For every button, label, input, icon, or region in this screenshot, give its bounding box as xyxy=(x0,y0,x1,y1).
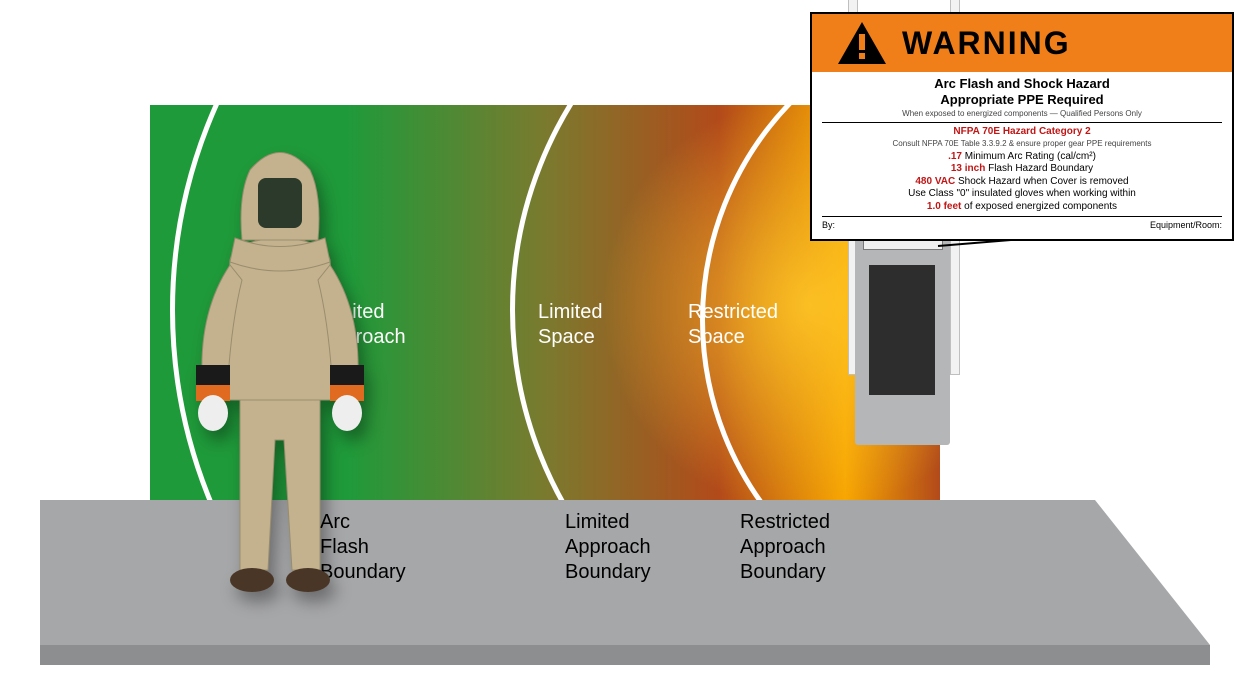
boundary-label-limited-approach: Limited Approach Boundary xyxy=(565,510,651,585)
sign-title-2: Appropriate PPE Required xyxy=(822,92,1222,108)
arc-flash-warning-sign: WARNING Arc Flash and Shock Hazard Appro… xyxy=(810,12,1234,241)
text: Approach xyxy=(740,536,826,558)
sign-glove-rest: of exposed energized components xyxy=(964,201,1117,212)
sign-glove-dist: 1.0 feet xyxy=(927,201,961,212)
text: Boundary xyxy=(740,561,826,583)
sign-title-1: Arc Flash and Shock Hazard xyxy=(822,76,1222,92)
sign-rating-text: Minimum Arc Rating (cal/cm²) xyxy=(965,151,1096,162)
warning-sign-header: WARNING xyxy=(812,14,1232,72)
sign-category: NFPA 70E Hazard Category 2 xyxy=(953,126,1090,137)
text: Boundary xyxy=(565,561,651,583)
warning-triangle-icon xyxy=(836,20,888,66)
sign-shock-value: 480 VAC xyxy=(915,176,955,187)
sign-footer-left: By: xyxy=(822,220,835,231)
sign-category-sub: Consult NFPA 70E Table 3.3.9.2 & ensure … xyxy=(893,139,1152,148)
arc-flash-boundary-diagram: Limited Approach Limited Space Restricte… xyxy=(0,0,1254,697)
text: Approach xyxy=(565,536,651,558)
text: Space xyxy=(538,326,595,348)
text: Restricted xyxy=(740,511,830,533)
sign-rating-value: .17 xyxy=(948,151,962,162)
sign-shock-text: Shock Hazard when Cover is removed xyxy=(958,176,1129,187)
panel-window xyxy=(869,265,935,395)
zone-label-limited-space: Limited Space xyxy=(538,300,602,350)
electrical-panel xyxy=(855,210,950,445)
text: Limited xyxy=(538,301,602,323)
text: Restricted xyxy=(688,301,778,323)
text: Space xyxy=(688,326,745,348)
sign-footer-right: Equipment/Room: xyxy=(1150,220,1222,231)
sign-fhb-value: 13 inch xyxy=(951,163,985,174)
ppe-worker-figure xyxy=(180,140,390,610)
boundary-label-restricted-approach: Restricted Approach Boundary xyxy=(740,510,830,585)
sign-glove-line: Use Class "0" insulated gloves when work… xyxy=(822,188,1222,201)
sign-fhb-text: Flash Hazard Boundary xyxy=(988,163,1093,174)
warning-sign-body: Arc Flash and Shock Hazard Appropriate P… xyxy=(812,72,1232,237)
warning-header-text: WARNING xyxy=(902,25,1071,62)
sign-subtitle: When exposed to energized components — Q… xyxy=(822,109,1222,119)
zone-label-restricted-space: Restricted Space xyxy=(688,300,778,350)
text: Limited xyxy=(565,511,629,533)
